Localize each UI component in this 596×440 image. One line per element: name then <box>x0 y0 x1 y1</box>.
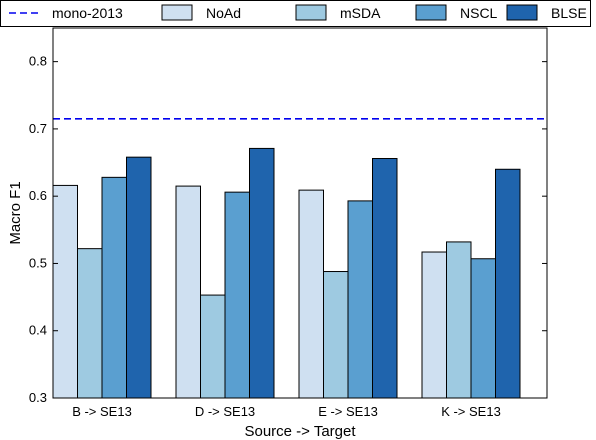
bar-noad-3 <box>298 189 324 399</box>
legend-label-mono-2013: mono-2013 <box>52 5 123 21</box>
bar-nscl-4 <box>470 258 496 399</box>
legend-label-noad: NoAd <box>206 5 241 21</box>
legend-swatch-noad <box>161 4 193 21</box>
bar-nscl-2 <box>224 191 250 399</box>
bar-noad-4 <box>421 251 447 399</box>
y-tick-label: 0.6 <box>29 188 47 203</box>
legend-label-blse: BLSE <box>551 5 587 21</box>
y-tick-label: 0.5 <box>29 255 47 270</box>
bar-nscl-1 <box>101 176 127 399</box>
legend-swatch-nscl <box>415 4 447 21</box>
bar-msda-4 <box>446 241 472 399</box>
bar-blse-4 <box>495 168 521 399</box>
bar-msda-2 <box>200 294 226 399</box>
legend-label-nscl: NSCL <box>460 5 498 21</box>
legend-swatch-msda <box>295 4 327 21</box>
bar-blse-2 <box>249 147 275 399</box>
x-tick-label: B -> SE13 <box>72 404 132 419</box>
bar-noad-2 <box>175 185 201 399</box>
bar-blse-1 <box>126 156 152 399</box>
legend: mono-2013 NoAd mSDA NSCL BLSE <box>0 0 591 27</box>
y-tick-label: 0.8 <box>29 54 47 69</box>
y-tick-label: 0.3 <box>29 390 47 405</box>
bars-group <box>52 147 521 399</box>
y-tick-label: 0.7 <box>29 121 47 136</box>
x-axis-title: Source -> Target <box>244 423 356 440</box>
bar-noad-1 <box>52 184 78 399</box>
bar-nscl-3 <box>347 200 373 399</box>
x-tick-label: K -> SE13 <box>441 404 501 419</box>
x-tick-label: D -> SE13 <box>195 404 255 419</box>
x-axis: B -> SE13 D -> SE13 E -> SE13 K -> SE13 <box>72 393 501 419</box>
y-axis: 0.3 0.4 0.5 0.6 0.7 0.8 <box>29 54 547 405</box>
x-tick-label: E -> SE13 <box>318 404 378 419</box>
legend-swatch-blse <box>506 4 538 21</box>
legend-label-msda: mSDA <box>340 5 381 21</box>
y-axis-title: Macro F1 <box>7 181 24 244</box>
bar-msda-1 <box>77 248 103 399</box>
bar-msda-3 <box>323 271 349 399</box>
y-tick-label: 0.4 <box>29 323 47 338</box>
plot-frame <box>52 27 548 399</box>
bar-blse-3 <box>372 158 398 399</box>
